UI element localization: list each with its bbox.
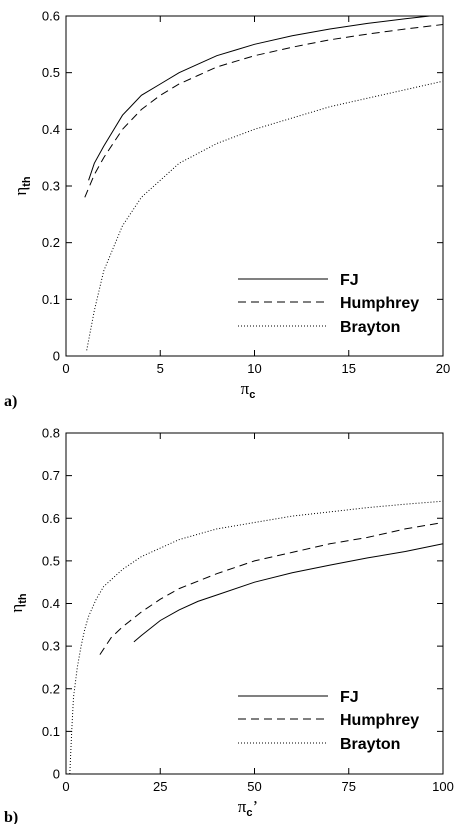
y-tick-label: 0.3: [42, 639, 60, 654]
x-tick-label: 75: [342, 779, 356, 794]
series-line-fj: [133, 543, 444, 643]
series-line-brayton: [86, 80, 444, 351]
x-axis-symbol: π: [241, 379, 250, 398]
legend-label-humphrey: Humphrey: [340, 295, 419, 312]
chart-panel-b: 0 25 50 75 100 0 0.1 0.2 0.3 0.4 0.5 0.6 0.7 0.8 FJ …: [4, 426, 454, 824]
legend: FJ Humphrey Brayton: [238, 272, 419, 336]
legend-label-brayton: Brayton: [340, 319, 400, 336]
y-axis-subscript: th: [17, 593, 29, 604]
legend-label-humphrey: Humphrey: [340, 712, 419, 729]
legend-label-brayton: Brayton: [340, 736, 400, 753]
y-axis-title: ηth: [11, 176, 33, 196]
legend-label-fj: FJ: [340, 689, 359, 706]
y-tick-label: 0.6: [42, 9, 60, 24]
x-axis-subscript: c: [249, 389, 255, 401]
panel-label-a: a): [4, 393, 17, 410]
x-tick-label: 5: [157, 361, 164, 376]
y-tick-label: 0.2: [42, 681, 60, 696]
series-layer: [69, 500, 444, 775]
chart-panel-a: 0 5 10 15 20 0 0.1 0.2 0.3 0.4 0.5 0.6 FJ Humphrey…: [4, 9, 450, 411]
x-tick-layer: 0 25 50 75 100: [62, 433, 454, 794]
y-tick-layer: 0 0.1 0.2 0.3 0.4 0.5 0.6: [42, 9, 443, 364]
y-tick-label: 0.5: [42, 65, 60, 80]
y-tick-layer: 0 0.1 0.2 0.3 0.4 0.5 0.6 0.7 0.8: [42, 426, 443, 782]
y-axis-title: ηth: [7, 593, 29, 613]
x-tick-label: 100: [432, 779, 454, 794]
x-axis-title: πc: [241, 379, 256, 401]
y-tick-label: 0.4: [42, 122, 60, 137]
series-line-brayton: [69, 500, 444, 775]
y-axis-symbol: η: [11, 187, 30, 196]
y-tick-label: 0.2: [42, 235, 60, 250]
y-tick-label: 0: [53, 767, 60, 782]
x-axis-subscript: c: [246, 807, 252, 819]
y-tick-label: 0.1: [42, 292, 60, 307]
y-tick-label: 0.1: [42, 724, 60, 739]
legend: FJ Humphrey Brayton: [238, 689, 419, 753]
y-tick-label: 0.5: [42, 553, 60, 568]
x-tick-label: 50: [247, 779, 261, 794]
x-axis-prime: ’: [253, 797, 259, 816]
x-tick-label: 15: [342, 361, 356, 376]
y-tick-label: 0.7: [42, 468, 60, 483]
x-tick-layer: 0 5 10 15 20: [62, 16, 450, 376]
series-line-humphrey: [84, 24, 444, 198]
x-axis-symbol: π: [238, 797, 247, 816]
legend-label-fj: FJ: [340, 272, 359, 289]
series-line-humphrey: [99, 522, 444, 655]
x-tick-label: 25: [153, 779, 167, 794]
x-axis-title: πc’: [238, 797, 258, 819]
x-tick-label: 0: [62, 779, 69, 794]
x-tick-label: 20: [436, 361, 450, 376]
y-tick-label: 0.3: [42, 179, 60, 194]
y-tick-label: 0.6: [42, 511, 60, 526]
y-tick-label: 0.8: [42, 426, 60, 441]
x-tick-label: 0: [62, 361, 69, 376]
x-tick-label: 10: [247, 361, 261, 376]
y-tick-label: 0.4: [42, 596, 60, 611]
y-axis-symbol: η: [7, 604, 26, 613]
panel-label-b: b): [4, 809, 18, 824]
y-tick-label: 0: [53, 349, 60, 364]
y-axis-subscript: th: [21, 176, 33, 187]
series-layer: [84, 15, 444, 351]
series-line-fj: [88, 15, 430, 181]
